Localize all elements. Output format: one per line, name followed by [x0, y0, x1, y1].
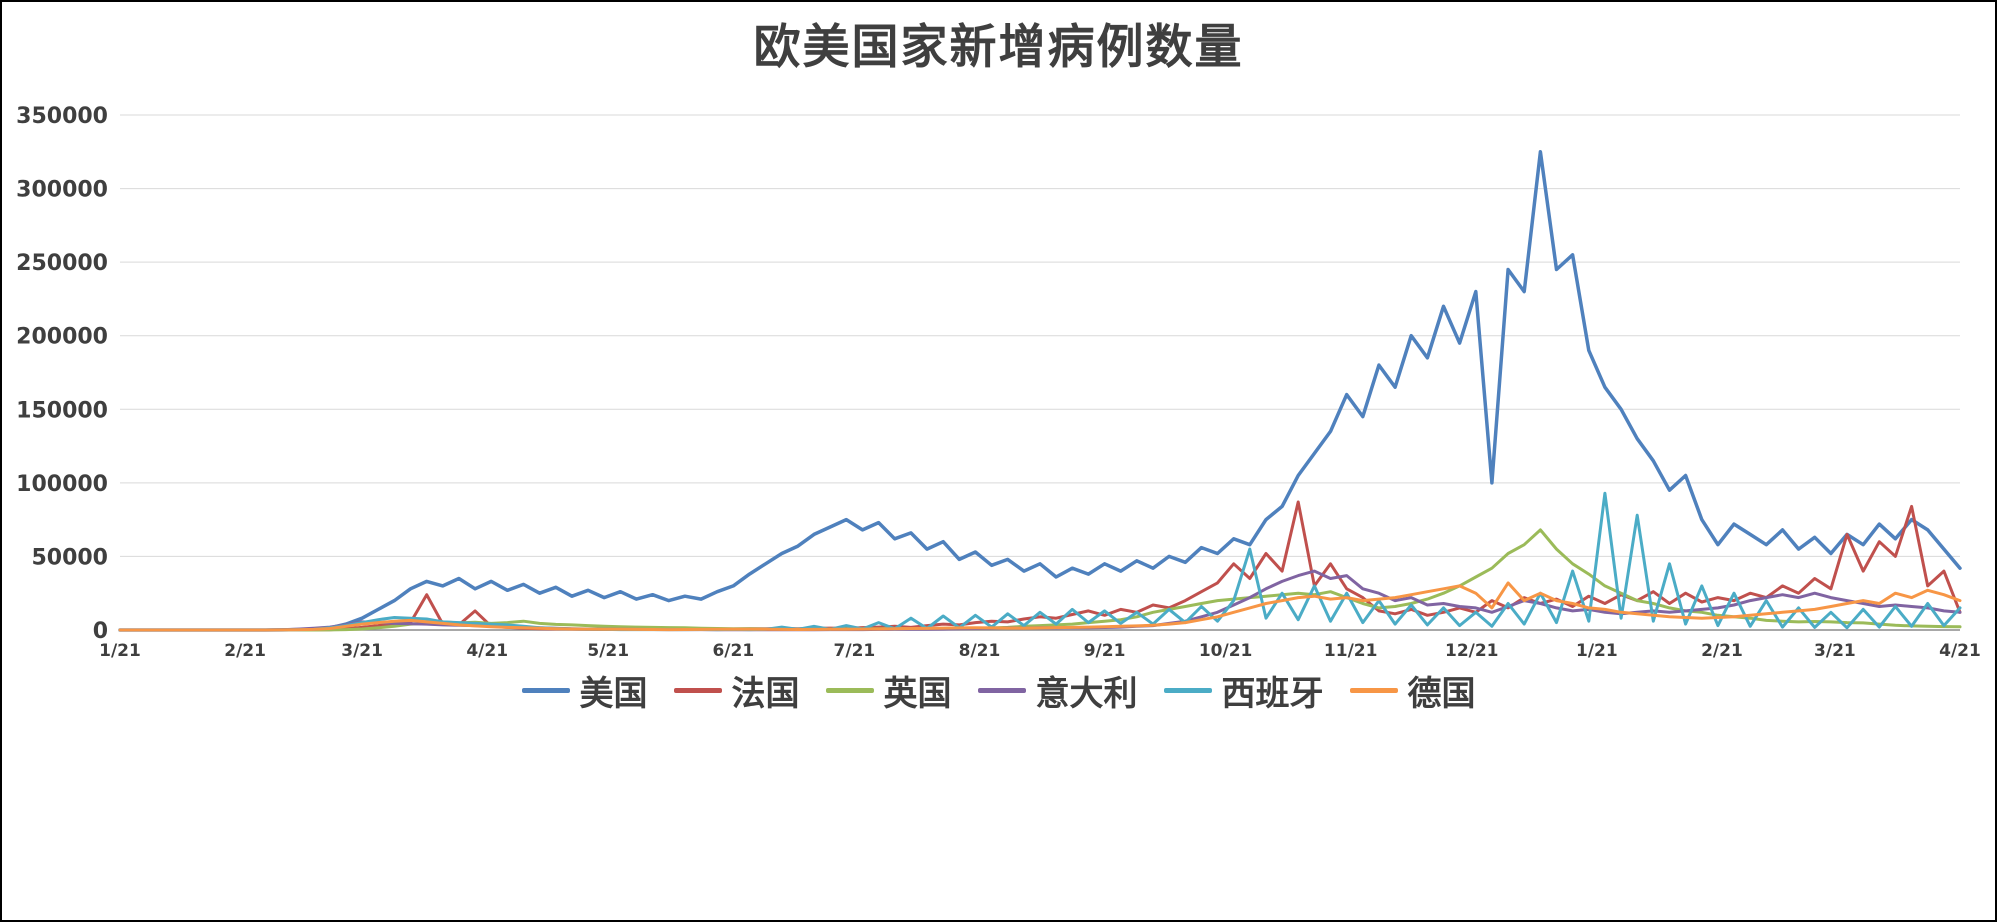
x-axis-label: 3/21	[1814, 641, 1856, 661]
legend-label-uk: 英国	[883, 674, 952, 714]
series-line-france	[118, 500, 1962, 632]
legend-label-france: 法国	[731, 674, 800, 714]
legend-label-italy: 意大利	[1035, 674, 1138, 714]
legend-swatch-usa	[521, 688, 570, 693]
x-axis-label: 3/21	[341, 641, 383, 661]
chart-title: 欧美国家新增病例数量	[753, 20, 1244, 75]
legend-item-uk: 英国	[825, 666, 952, 715]
x-axis-label: 4/21	[466, 641, 508, 661]
legend-swatch-uk	[825, 688, 874, 693]
series-line-spain	[118, 491, 1962, 632]
legend-swatch-italy	[977, 688, 1026, 693]
y-axis-label: 100000	[16, 472, 108, 497]
legend-item-germany: 德国	[1349, 666, 1476, 715]
legend-item-spain: 西班牙	[1163, 666, 1324, 715]
chart-legend: 美国 法国 英国 意大利 西班牙 德国	[2, 666, 1995, 715]
legend-swatch-france	[673, 688, 722, 693]
y-axis-label: 300000	[16, 178, 108, 203]
legend-label-germany: 德国	[1407, 674, 1476, 714]
x-axis-label: 8/21	[959, 641, 1001, 661]
y-axis-label: 0	[93, 619, 108, 644]
x-axis-label: 1/21	[99, 641, 141, 661]
x-axis-label: 2/21	[224, 641, 266, 661]
legend-label-spain: 西班牙	[1221, 674, 1324, 714]
series-line-germany	[118, 581, 1962, 632]
x-axis-label: 1/21	[1576, 641, 1618, 661]
x-axis-label: 10/21	[1199, 641, 1253, 661]
y-axis-label: 350000	[16, 104, 108, 129]
x-axis-label: 2/21	[1701, 641, 1743, 661]
x-axis-label: 11/21	[1324, 641, 1378, 661]
legend-item-usa: 美国	[521, 666, 648, 715]
legend-label-usa: 美国	[579, 674, 648, 714]
x-axis-label: 5/21	[587, 641, 629, 661]
y-axis-label: 250000	[16, 251, 108, 276]
legend-swatch-germany	[1349, 688, 1398, 693]
x-axis-label: 12/21	[1445, 641, 1499, 661]
legend-item-france: 法国	[673, 666, 800, 715]
y-axis-label: 200000	[16, 325, 108, 350]
legend-swatch-spain	[1163, 688, 1212, 693]
x-axis-label: 9/21	[1084, 641, 1126, 661]
x-axis-label: 7/21	[834, 641, 876, 661]
x-axis-label: 6/21	[712, 641, 754, 661]
y-axis-label: 150000	[16, 398, 108, 423]
x-axis-label: 4/21	[1939, 641, 1981, 661]
legend-item-italy: 意大利	[977, 666, 1138, 715]
y-axis-label: 50000	[31, 545, 108, 570]
series-line-usa	[118, 150, 1962, 632]
